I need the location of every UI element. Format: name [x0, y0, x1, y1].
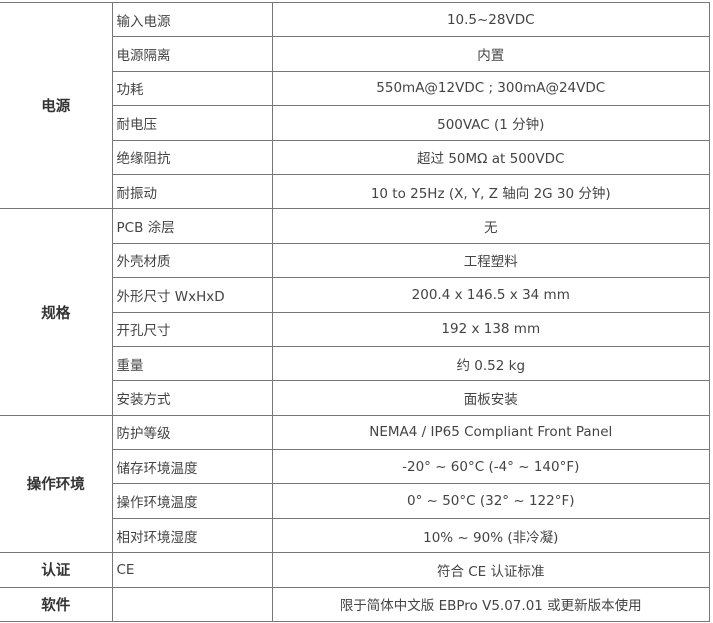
spec-value: 面板安装	[271, 380, 710, 416]
category-cell: 认证	[0, 552, 113, 588]
spec-name: 耐电压	[111, 105, 273, 141]
spec-value: 200.4 x 146.5 x 34 mm	[271, 277, 710, 313]
table-row: 耐电压 500VAC (1 分钟)	[0, 105, 710, 141]
spec-value: 10% ~ 90% (非冷凝)	[271, 517, 710, 554]
table-row: 耐振动 10 to 25Hz (X, Y, Z 轴向 2G 30 分钟)	[0, 173, 710, 210]
spec-value: 500VAC (1 分钟)	[271, 105, 710, 141]
spec-name: 防护等级	[111, 414, 273, 451]
spec-value: 超过 50MΩ at 500VDC	[271, 139, 710, 175]
spec-name: 安装方式	[111, 380, 273, 416]
spec-name: 外壳材质	[111, 242, 273, 279]
category-cell: 软件	[0, 586, 113, 623]
spec-name: CE	[111, 552, 273, 588]
table-row: 外形尺寸 WxHxD 200.4 x 146.5 x 34 mm	[0, 277, 710, 313]
spec-value: 10 to 25Hz (X, Y, Z 轴向 2G 30 分钟)	[271, 173, 710, 210]
table-row: 软件 限于简体中文版 EBPro V5.07.01 或更新版本使用	[0, 586, 710, 623]
table-row: 开孔尺寸 192 x 138 mm	[0, 311, 710, 347]
spec-value: 工程塑料	[271, 242, 710, 279]
spec-name	[111, 586, 273, 623]
spec-name: 功耗	[111, 70, 273, 107]
table-row: 电源隔离 内置	[0, 36, 710, 72]
spec-value: 限于简体中文版 EBPro V5.07.01 或更新版本使用	[271, 586, 710, 623]
spec-value: 符合 CE 认证标准	[271, 552, 710, 588]
spec-value: 无	[271, 208, 710, 244]
spec-value: 10.5~28VDC	[271, 1, 710, 38]
table-row: 功耗 550mA@12VDC ; 300mA@24VDC	[0, 70, 710, 107]
spec-value: 550mA@12VDC ; 300mA@24VDC	[271, 70, 710, 107]
table-row: 绝缘阻抗 超过 50MΩ at 500VDC	[0, 139, 710, 175]
spec-name: 耐振动	[111, 173, 273, 210]
spec-name: 电源隔离	[111, 36, 273, 72]
category-cell: 规格	[0, 208, 113, 416]
spec-value: 约 0.52 kg	[271, 345, 710, 382]
spec-name: 相对环境湿度	[111, 517, 273, 554]
category-cell: 操作环境	[0, 414, 113, 554]
table-row: 认证 CE 符合 CE 认证标准	[0, 552, 710, 588]
spec-name: PCB 涂层	[111, 208, 273, 244]
spec-name: 储存环境温度	[111, 449, 273, 485]
spec-value: NEMA4 / IP65 Compliant Front Panel	[271, 414, 710, 451]
table-row: 储存环境温度 -20° ~ 60°C (-4° ~ 140°F)	[0, 449, 710, 485]
spec-name: 输入电源	[111, 1, 273, 38]
spec-value: 192 x 138 mm	[271, 311, 710, 347]
spec-name: 外形尺寸 WxHxD	[111, 277, 273, 313]
spec-name: 开孔尺寸	[111, 311, 273, 347]
spec-name: 重量	[111, 345, 273, 382]
table-row: 相对环境湿度 10% ~ 90% (非冷凝)	[0, 517, 710, 554]
table-row: 操作环境温度 0° ~ 50°C (32° ~ 122°F)	[0, 483, 710, 519]
spec-name: 绝缘阻抗	[111, 139, 273, 175]
table-row: 电源 输入电源 10.5~28VDC	[0, 1, 710, 210]
spec-value: -20° ~ 60°C (-4° ~ 140°F)	[271, 449, 710, 485]
spec-value: 0° ~ 50°C (32° ~ 122°F)	[271, 483, 710, 519]
spec-value: 内置	[271, 36, 710, 72]
table-row: 规格 PCB 涂层无	[0, 208, 710, 416]
spec-name: 操作环境温度	[111, 483, 273, 519]
table-row: 外壳材质 工程塑料	[0, 242, 710, 279]
table-row: 操作环境 防护等级 NEMA4 / IP65 Compliant Front Pan…	[0, 414, 710, 554]
table-row: 安装方式 面板安装	[0, 380, 710, 416]
category-cell: 电源	[0, 1, 113, 210]
